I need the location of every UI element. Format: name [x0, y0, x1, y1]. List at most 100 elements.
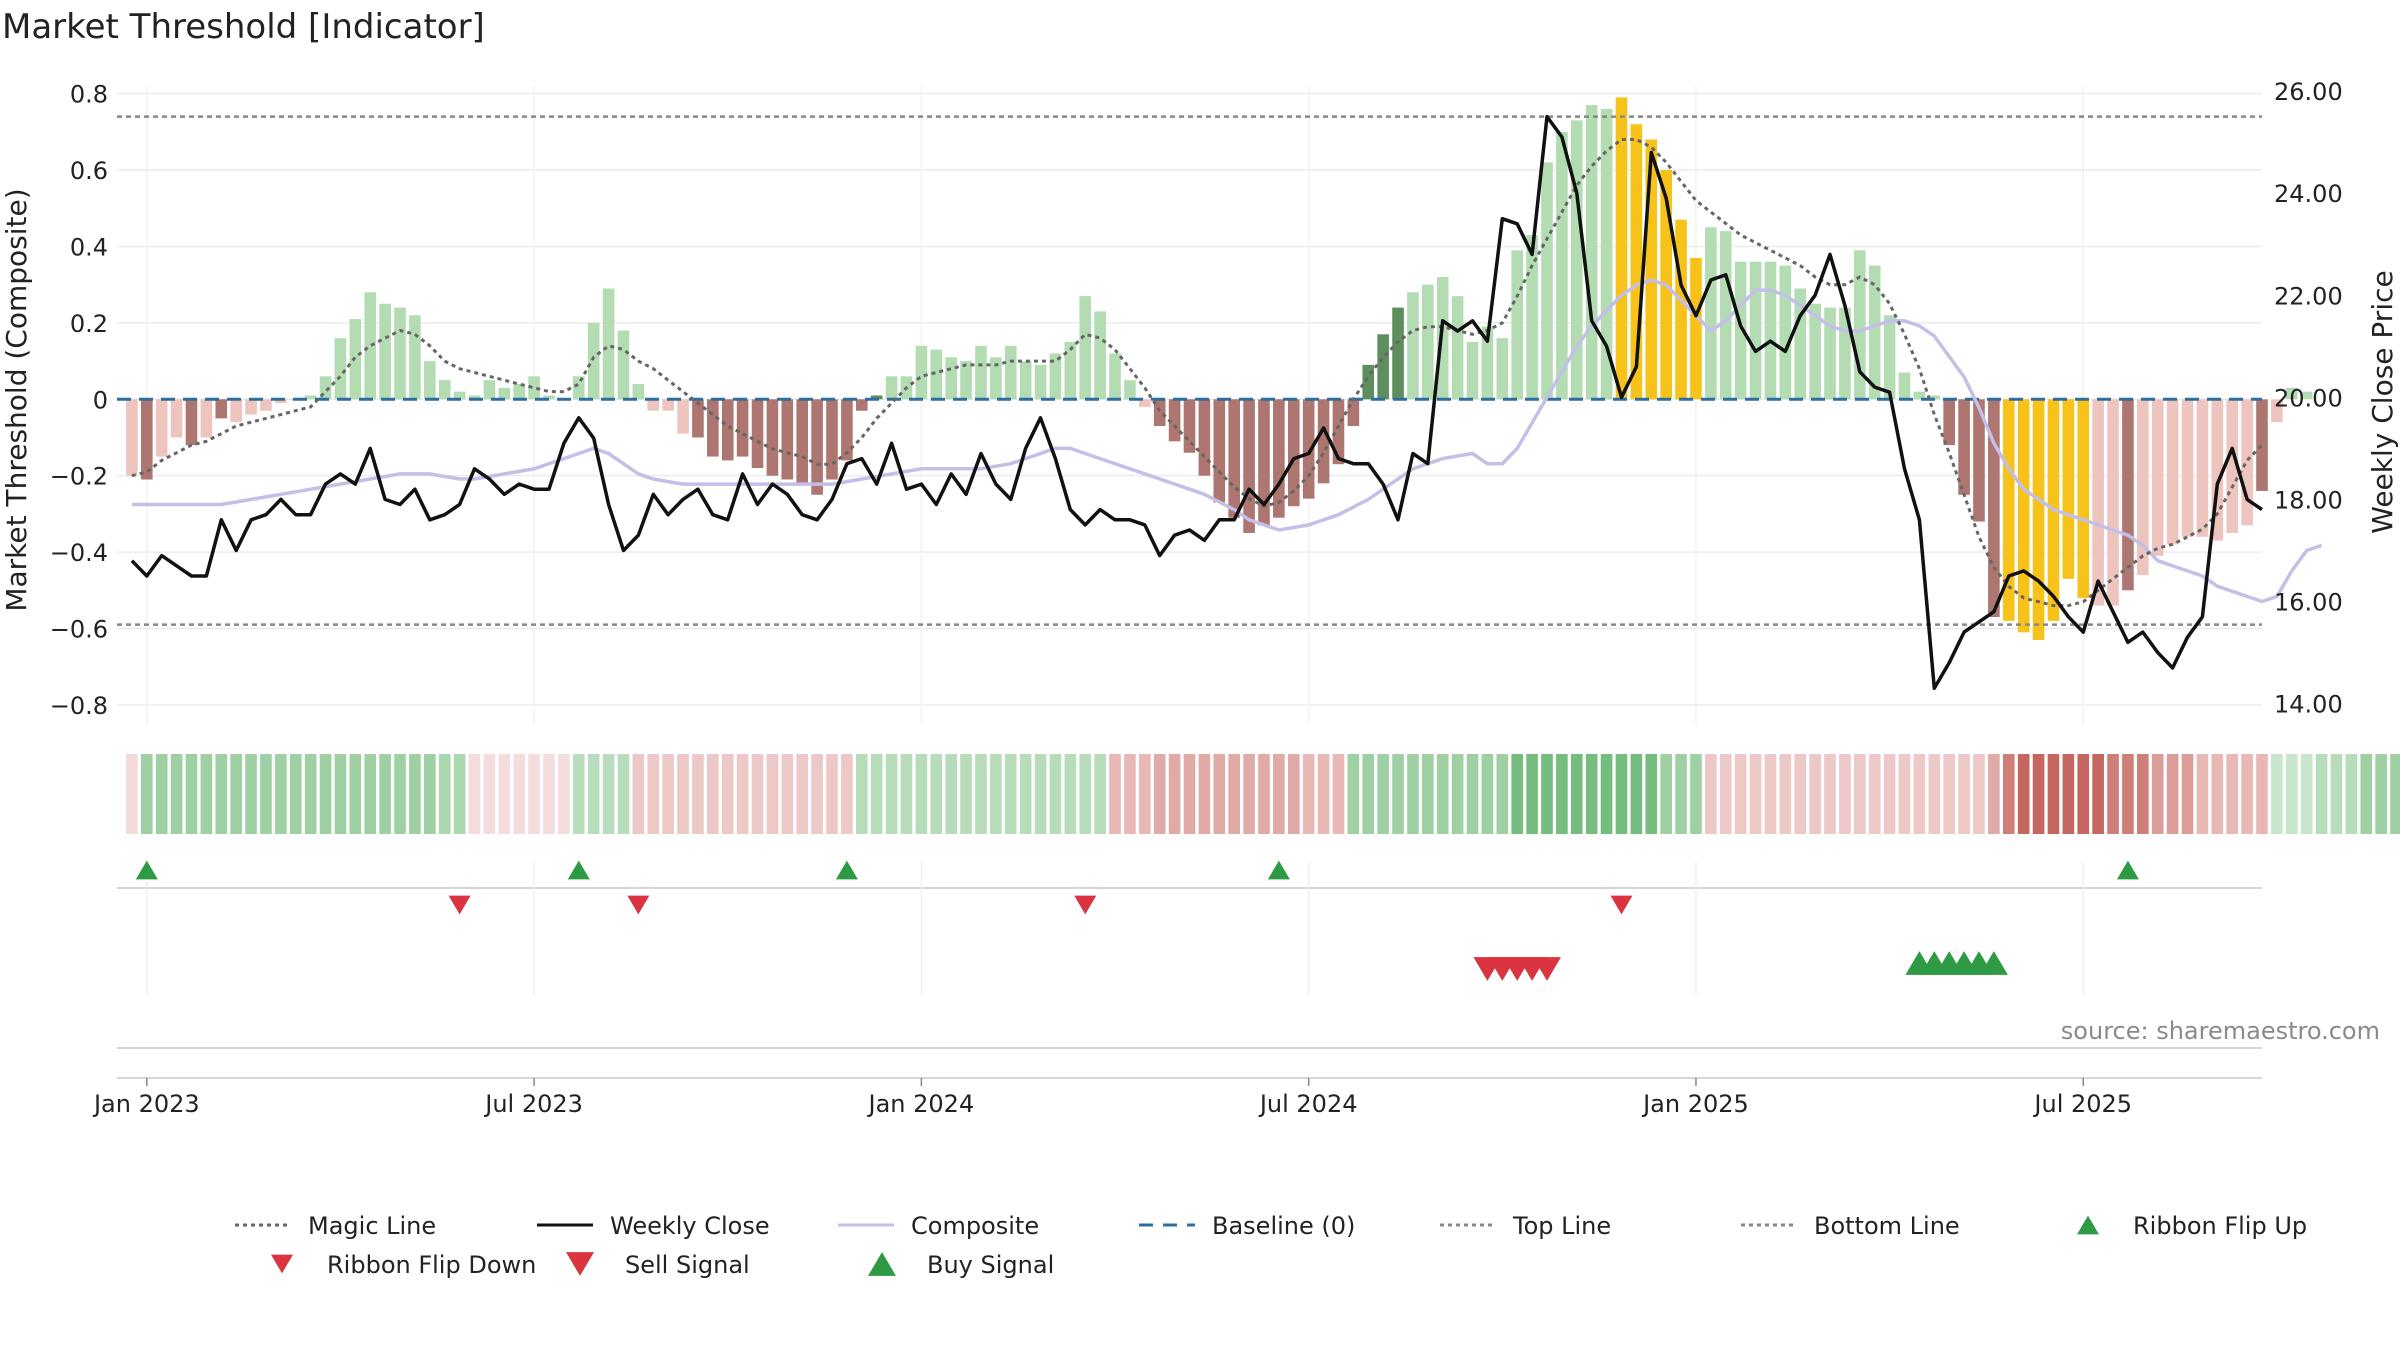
ribbon-cell	[915, 754, 928, 834]
composite-bar	[1124, 380, 1136, 400]
legend-swatch	[868, 1252, 896, 1276]
composite-bar	[1243, 399, 1255, 533]
ribbon-cell	[275, 754, 287, 834]
ribbon-cell	[1630, 754, 1643, 834]
composite-bar	[498, 387, 511, 400]
ribbon-flip-up-marker	[835, 860, 858, 880]
composite-bar	[990, 357, 1002, 400]
ribbon-cell	[1854, 754, 1866, 834]
ribbon-cell	[140, 754, 153, 834]
composite-bar	[617, 330, 630, 400]
composite-bar	[975, 345, 987, 400]
ribbon-cell	[1124, 754, 1136, 834]
ribbon-cell	[736, 754, 749, 834]
ribbon-cell	[1958, 754, 1970, 834]
composite-bar	[1883, 315, 1896, 400]
legend-label: Ribbon Flip Up	[2133, 1212, 2307, 1240]
legend-item: Bottom Line	[1741, 1212, 1960, 1240]
ribbon-cell	[1228, 754, 1240, 834]
ribbon-cell	[1481, 754, 1494, 834]
composite-bar	[1496, 338, 1509, 400]
ribbon-cell	[1719, 754, 1732, 834]
composite-bar	[2002, 399, 2015, 621]
ribbon-cell	[2211, 754, 2224, 834]
ribbon-cell	[304, 754, 317, 834]
ribbon-cell	[1377, 754, 1389, 834]
ribbon-cell	[572, 754, 585, 834]
ribbon-cell	[1436, 754, 1449, 834]
ribbon-cell	[1064, 754, 1077, 834]
composite-bar	[304, 395, 317, 400]
composite-bar	[468, 395, 481, 400]
ribbon-cell	[945, 754, 957, 834]
composite-bar	[1630, 124, 1643, 400]
ribbon-cell	[692, 754, 704, 834]
ribbon-cell	[1600, 754, 1613, 834]
x-tick-label: Jan 2024	[867, 1090, 975, 1118]
legend-item: Sell Signal	[566, 1251, 750, 1279]
ribbon-cell	[1511, 754, 1524, 834]
composite-bar	[2211, 399, 2224, 541]
composite-bar	[632, 383, 645, 400]
ribbon-cell	[677, 754, 689, 834]
ribbon-cell	[543, 754, 555, 834]
ribbon-cell	[721, 754, 734, 834]
ribbon-cell	[1109, 754, 1121, 834]
legend: Magic Line Weekly Close Composite Baseline …	[235, 1212, 2307, 1279]
composite-bar	[1258, 399, 1270, 526]
composite-bar	[1705, 227, 1717, 400]
composite-bar	[1988, 399, 2000, 618]
y2-tick-label: 24.00	[2274, 180, 2343, 208]
legend-item: Weekly Close	[537, 1212, 770, 1240]
ribbon-cell	[126, 754, 138, 834]
signal-panel	[117, 860, 2262, 1079]
legend-item: Baseline (0)	[1139, 1212, 1355, 1240]
ribbon-cell	[379, 754, 391, 834]
ribbon-cell	[617, 754, 630, 834]
composite-bar	[2285, 387, 2298, 400]
legend-item: Ribbon Flip Up	[2077, 1212, 2307, 1240]
composite-bar	[2062, 399, 2075, 579]
ribbon-cell	[155, 754, 168, 834]
composite-bar	[1600, 108, 1613, 400]
composite-bars	[126, 97, 2313, 640]
ribbon-cell	[349, 754, 362, 834]
composite-bar	[319, 376, 332, 400]
weekly-close-line	[130, 114, 2263, 691]
composite-bar	[275, 399, 287, 404]
ribbon-cell	[468, 754, 481, 834]
ribbon-cell	[1779, 754, 1792, 834]
ribbon-cell	[870, 754, 883, 834]
composite-bar	[751, 399, 764, 469]
composite-bar	[528, 376, 540, 400]
ribbon-cell	[558, 754, 570, 834]
composite-bar	[1570, 120, 1583, 400]
ribbon-cell	[751, 754, 764, 834]
ribbon-cell	[2002, 754, 2015, 834]
ribbon-cell	[1287, 754, 1300, 834]
legend-label: Ribbon Flip Down	[327, 1251, 536, 1279]
ribbon-cell	[1407, 754, 1419, 834]
composite-bar	[1422, 284, 1434, 400]
composite-bar	[1526, 234, 1538, 400]
ribbon-cell	[1541, 754, 1553, 834]
composite-bar	[1451, 296, 1464, 400]
composite-bar	[1541, 162, 1553, 400]
ribbon-cell	[900, 754, 913, 834]
y2-tick-label: 22.00	[2274, 282, 2343, 310]
ribbon-cell	[1273, 754, 1285, 834]
composite-bar	[1064, 341, 1077, 400]
y-tick-label: 0.6	[70, 157, 108, 185]
composite-bar	[215, 399, 228, 419]
composite-bar	[2241, 399, 2253, 526]
composite-bar	[170, 399, 183, 438]
composite-bar	[1094, 311, 1106, 400]
ribbon-strip	[126, 754, 2400, 834]
legend-label: Composite	[911, 1212, 1039, 1240]
composite-bar	[1943, 399, 1955, 446]
ribbon-cell	[1258, 754, 1270, 834]
composite-bar	[766, 399, 779, 476]
composite-bar	[1377, 334, 1389, 400]
ribbon-cell	[1079, 754, 1092, 834]
composite-bar	[2166, 399, 2179, 545]
